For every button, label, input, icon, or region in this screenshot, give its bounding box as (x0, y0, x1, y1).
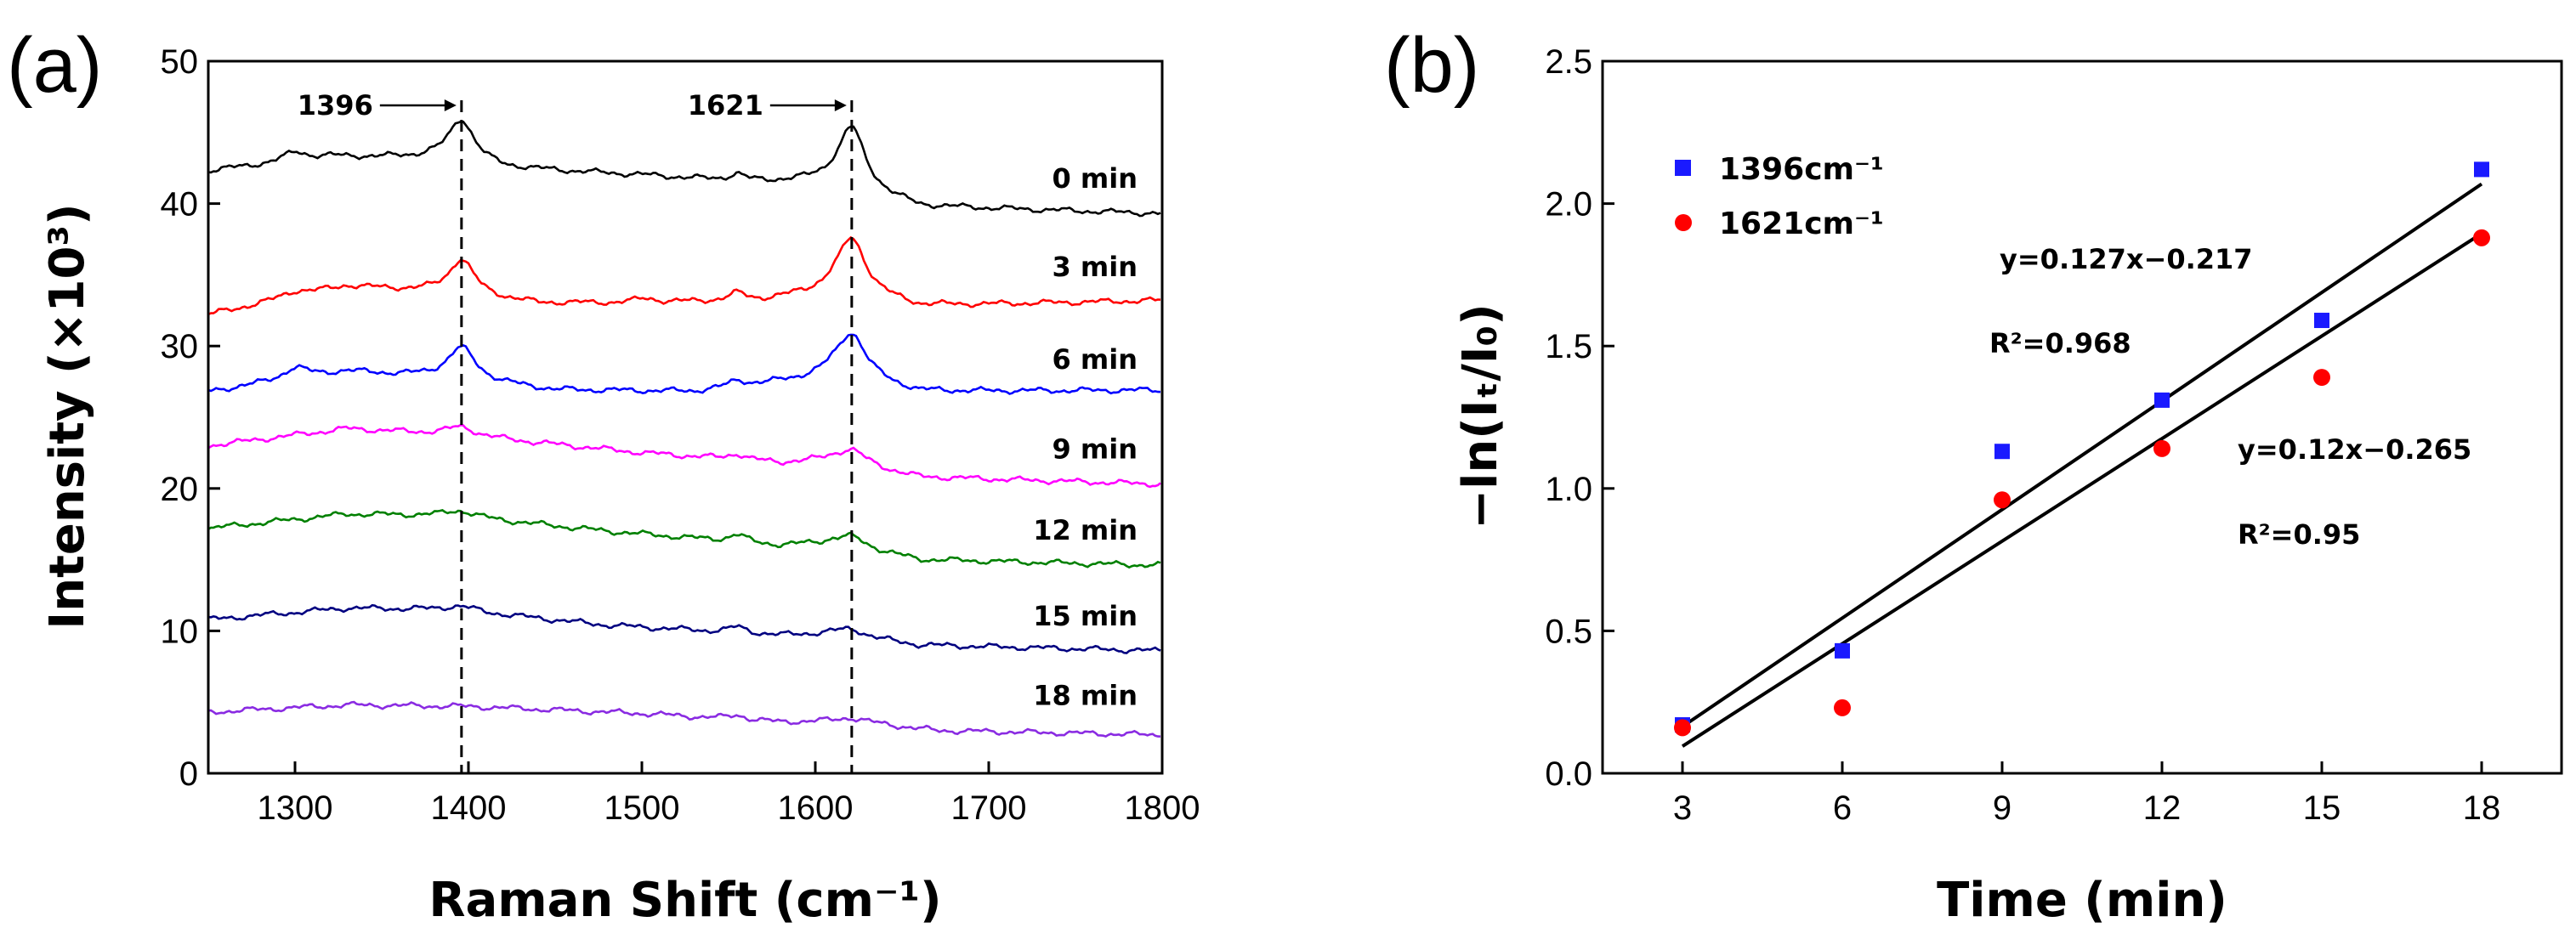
fit-equation-1621: y=0.12x−0.265 (2238, 433, 2471, 466)
peak-arrowhead-1621 (834, 99, 847, 111)
legend-marker-1621 (1675, 214, 1692, 231)
y-tick-label-a: 50 (161, 43, 199, 81)
data-points (1674, 161, 2490, 737)
x-tick-label-b: 9 (1993, 789, 2011, 827)
trace-labels: 0 min 3 min 6 min 9 min 12 min 15 min 18 min (1033, 162, 1138, 711)
trace-label-12-min: 12 min (1033, 514, 1138, 546)
peak-annotations: 1396 1621 (298, 89, 847, 122)
y-tick-label-a: 20 (161, 471, 199, 508)
y-tick-label-b: 0.0 (1545, 755, 1592, 793)
x-tick-label-a: 1500 (604, 789, 680, 827)
trace-label-9-min: 9 min (1053, 433, 1138, 466)
spectra-traces (207, 121, 1161, 738)
x-tick-label-a: 1300 (258, 789, 333, 827)
x-tick-label-b: 6 (1833, 789, 1852, 827)
peak-marker-lines (460, 100, 854, 773)
peak-arrowhead-1396 (444, 99, 457, 111)
fit-r2-1396: R²=0.968 (1989, 327, 2131, 359)
legend-label-1396: 1396cm⁻¹ (1719, 152, 1884, 187)
trace-label-18-min: 18 min (1033, 680, 1138, 712)
spectrum-trace-18-min (207, 700, 1161, 738)
legend-label-1621: 1621cm⁻¹ (1719, 206, 1884, 241)
fit-line-1621cm (1681, 232, 2483, 748)
x-tick-label-a: 1600 (778, 789, 854, 827)
y-tick-label-b: 0.5 (1545, 613, 1592, 650)
x-tick-label-a: 1700 (951, 789, 1027, 827)
x-tick-label-b: 12 (2143, 789, 2182, 827)
fit-r2-1621: R²=0.95 (2238, 518, 2360, 551)
point-1396-t9 (1994, 444, 2010, 460)
y-tick-label-a: 0 (179, 755, 198, 793)
point-1396-t12 (2154, 392, 2170, 408)
point-1396-t6 (1835, 642, 1850, 659)
point-1396-t15 (2314, 313, 2329, 329)
plot-frame-a (207, 59, 1164, 775)
panel-a-spectra-chart: 1300 1400 1500 1600 1700 1800 0 10 20 30 40 50 1396… (40, 43, 1200, 928)
axis-ticks-b: 3 6 9 12 15 18 0.0 0.5 1.0 1.5 2.0 2.5 (1545, 43, 2500, 827)
point-1621-t18 (2473, 229, 2490, 246)
x-axis-title-b: Time (min) (1937, 873, 2227, 928)
x-tick-label-a: 1800 (1125, 789, 1200, 827)
plot-frame-b (1601, 59, 2563, 775)
trace-label-15-min: 15 min (1033, 600, 1138, 632)
spectrum-trace-9-min (207, 423, 1161, 489)
axis-ticks-a: 1300 1400 1500 1600 1700 1800 0 10 20 30 40 50 (161, 43, 1200, 827)
spectrum-trace-12-min (207, 509, 1161, 569)
legend: 1396cm⁻¹ 1621cm⁻¹ (1675, 152, 1884, 241)
legend-marker-1396 (1675, 160, 1691, 176)
y-axis-title-b: −ln(Iₜ/I₀) (1453, 303, 1508, 529)
fit-line-1396cm (1681, 182, 2483, 728)
point-1396-t18 (2474, 161, 2489, 178)
spectrum-trace-6-min (207, 333, 1161, 395)
y-tick-label-a: 10 (161, 613, 199, 650)
point-1621-t3 (1674, 719, 1691, 737)
x-tick-label-b: 18 (2463, 789, 2501, 827)
y-tick-label-b: 1.5 (1545, 328, 1592, 365)
y-tick-label-b: 1.0 (1545, 471, 1592, 508)
spectrum-trace-3-min (207, 235, 1161, 316)
x-tick-label-b: 3 (1673, 789, 1692, 827)
point-1621-t15 (2313, 369, 2330, 387)
trace-label-6-min: 6 min (1053, 343, 1138, 376)
trace-label-3-min: 3 min (1053, 251, 1138, 283)
fit-equation-1396: y=0.127x−0.217 (2000, 243, 2253, 275)
spectrum-trace-15-min (207, 603, 1161, 654)
panel-a-label: (a) (7, 22, 102, 109)
peak-label-1621: 1621 (688, 89, 763, 122)
trace-label-0-min: 0 min (1053, 162, 1138, 195)
x-tick-label-a: 1400 (431, 789, 507, 827)
y-tick-label-a: 30 (161, 328, 199, 365)
point-1621-t12 (2153, 439, 2170, 457)
peak-label-1396: 1396 (298, 89, 373, 122)
x-tick-label-b: 15 (2303, 789, 2341, 827)
panel-b-label: (b) (1384, 22, 1479, 109)
fit-lines (1681, 182, 2483, 748)
y-tick-label-b: 2.0 (1545, 186, 1592, 223)
x-axis-title-a: Raman Shift (cm⁻¹) (428, 873, 941, 928)
spectrum-trace-0-min (207, 121, 1161, 218)
y-axis-title-a: Intensity (×10³) (40, 203, 95, 629)
panel-b-kinetics-chart: 3 6 9 12 15 18 0.0 0.5 1.0 1.5 2.0 2.5 1396cm⁻¹ 162… (1453, 43, 2563, 928)
y-tick-label-b: 2.5 (1545, 43, 1592, 81)
point-1621-t9 (1994, 491, 2011, 509)
y-tick-label-a: 40 (161, 186, 199, 223)
point-1621-t6 (1834, 699, 1851, 716)
